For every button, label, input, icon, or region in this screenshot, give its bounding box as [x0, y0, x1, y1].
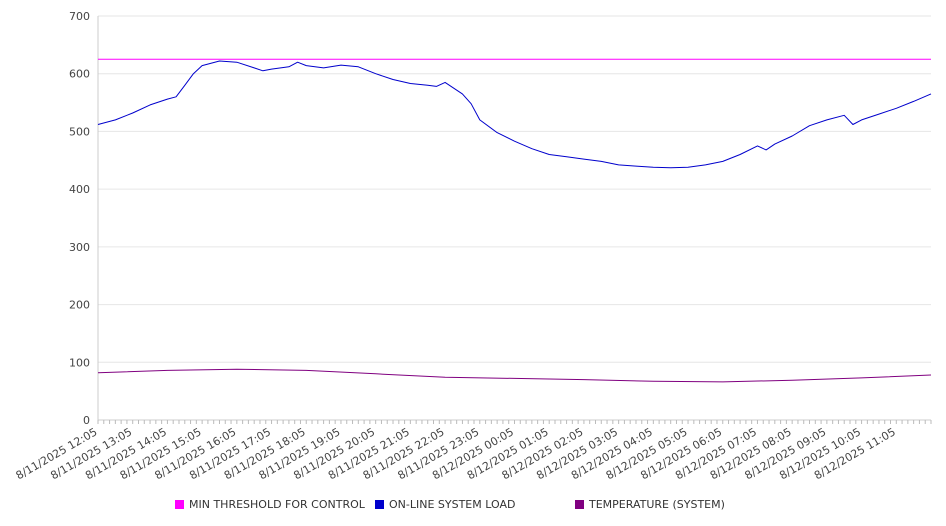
legend-swatch-threshold [175, 500, 184, 509]
legend-swatch-load [375, 500, 384, 509]
y-tick-label: 100 [69, 356, 90, 369]
legend-label-threshold: MIN THRESHOLD FOR CONTROL [189, 498, 365, 511]
legend: MIN THRESHOLD FOR CONTROL ON-LINE SYSTEM… [0, 498, 946, 514]
y-tick-labels: 0 100 200 300 400 500 600 700 [69, 10, 90, 427]
grid-lines [98, 15, 931, 363]
y-tick-label: 400 [69, 183, 90, 196]
x-tick-labels: 8/11/2025 12:058/11/2025 13:058/11/2025 … [14, 425, 898, 482]
axes [97, 16, 932, 424]
legend-item-temperature[interactable]: TEMPERATURE (SYSTEM) [575, 498, 725, 511]
y-tick-label: 0 [83, 414, 90, 427]
y-tick-label: 200 [69, 299, 90, 312]
y-tick-label: 300 [69, 241, 90, 254]
system-load-line [97, 60, 932, 169]
legend-label-temperature: TEMPERATURE (SYSTEM) [589, 498, 725, 511]
y-tick-label: 700 [69, 10, 90, 23]
legend-label-load: ON-LINE SYSTEM LOAD [389, 498, 516, 511]
legend-item-load[interactable]: ON-LINE SYSTEM LOAD [375, 498, 515, 511]
legend-swatch-temperature [575, 500, 584, 509]
y-tick-label: 500 [69, 125, 90, 138]
series-lines [97, 58, 932, 383]
legend-item-threshold[interactable]: MIN THRESHOLD FOR CONTROL [175, 498, 365, 511]
y-tick-label: 600 [69, 68, 90, 81]
temperature-line [97, 368, 932, 383]
